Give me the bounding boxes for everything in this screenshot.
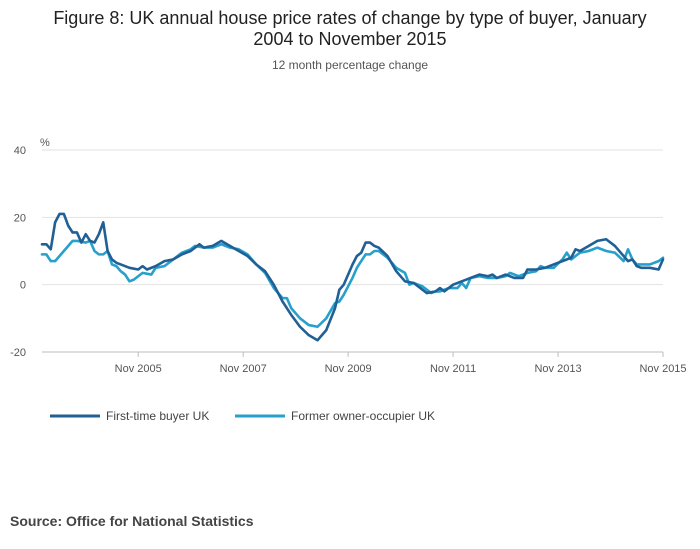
chart-title-line-2: 2004 to November 2015: [253, 29, 447, 49]
series-line-first-time-buyer: [40, 212, 665, 342]
y-axis-unit-label: %: [40, 137, 50, 149]
source-note: Source: Office for National Statistics: [10, 513, 254, 529]
legend-label[interactable]: First-time buyer UK: [106, 409, 209, 423]
x-tick-label: Nov 2015: [639, 363, 686, 375]
y-tick-label: 40: [14, 145, 26, 157]
legend[interactable]: First-time buyer UK Former owner-occupier…: [50, 409, 435, 423]
chart-subtitle: 12 month percentage change: [271, 58, 429, 72]
x-tick-label: Nov 2007: [220, 363, 267, 375]
legend-label[interactable]: Former owner-occupier UK: [291, 409, 435, 423]
x-tick-label: Nov 2013: [534, 363, 581, 375]
y-tick-label: 0: [20, 280, 26, 292]
series-line-former-owner-occupier: [40, 239, 665, 329]
x-tick-label: Nov 2011: [430, 363, 476, 375]
x-axis: Nov 2005 Nov 2007 Nov 2009 Nov 2011 Nov 2013…: [42, 351, 687, 375]
x-tick-label: Nov 2005: [115, 363, 162, 375]
y-axis-ticks: -20 0 20 40: [10, 145, 26, 359]
chart-title: Figure 8: UK annual house price rates of…: [0, 8, 700, 50]
y-tick-label: -20: [10, 347, 26, 359]
y-tick-label: 20: [14, 212, 26, 224]
x-tick-label: Nov 2009: [325, 363, 372, 375]
chart-title-line-1: Figure 8: UK annual house price rates of…: [53, 8, 647, 28]
gridlines: [42, 149, 663, 353]
series-lines: [40, 212, 665, 342]
